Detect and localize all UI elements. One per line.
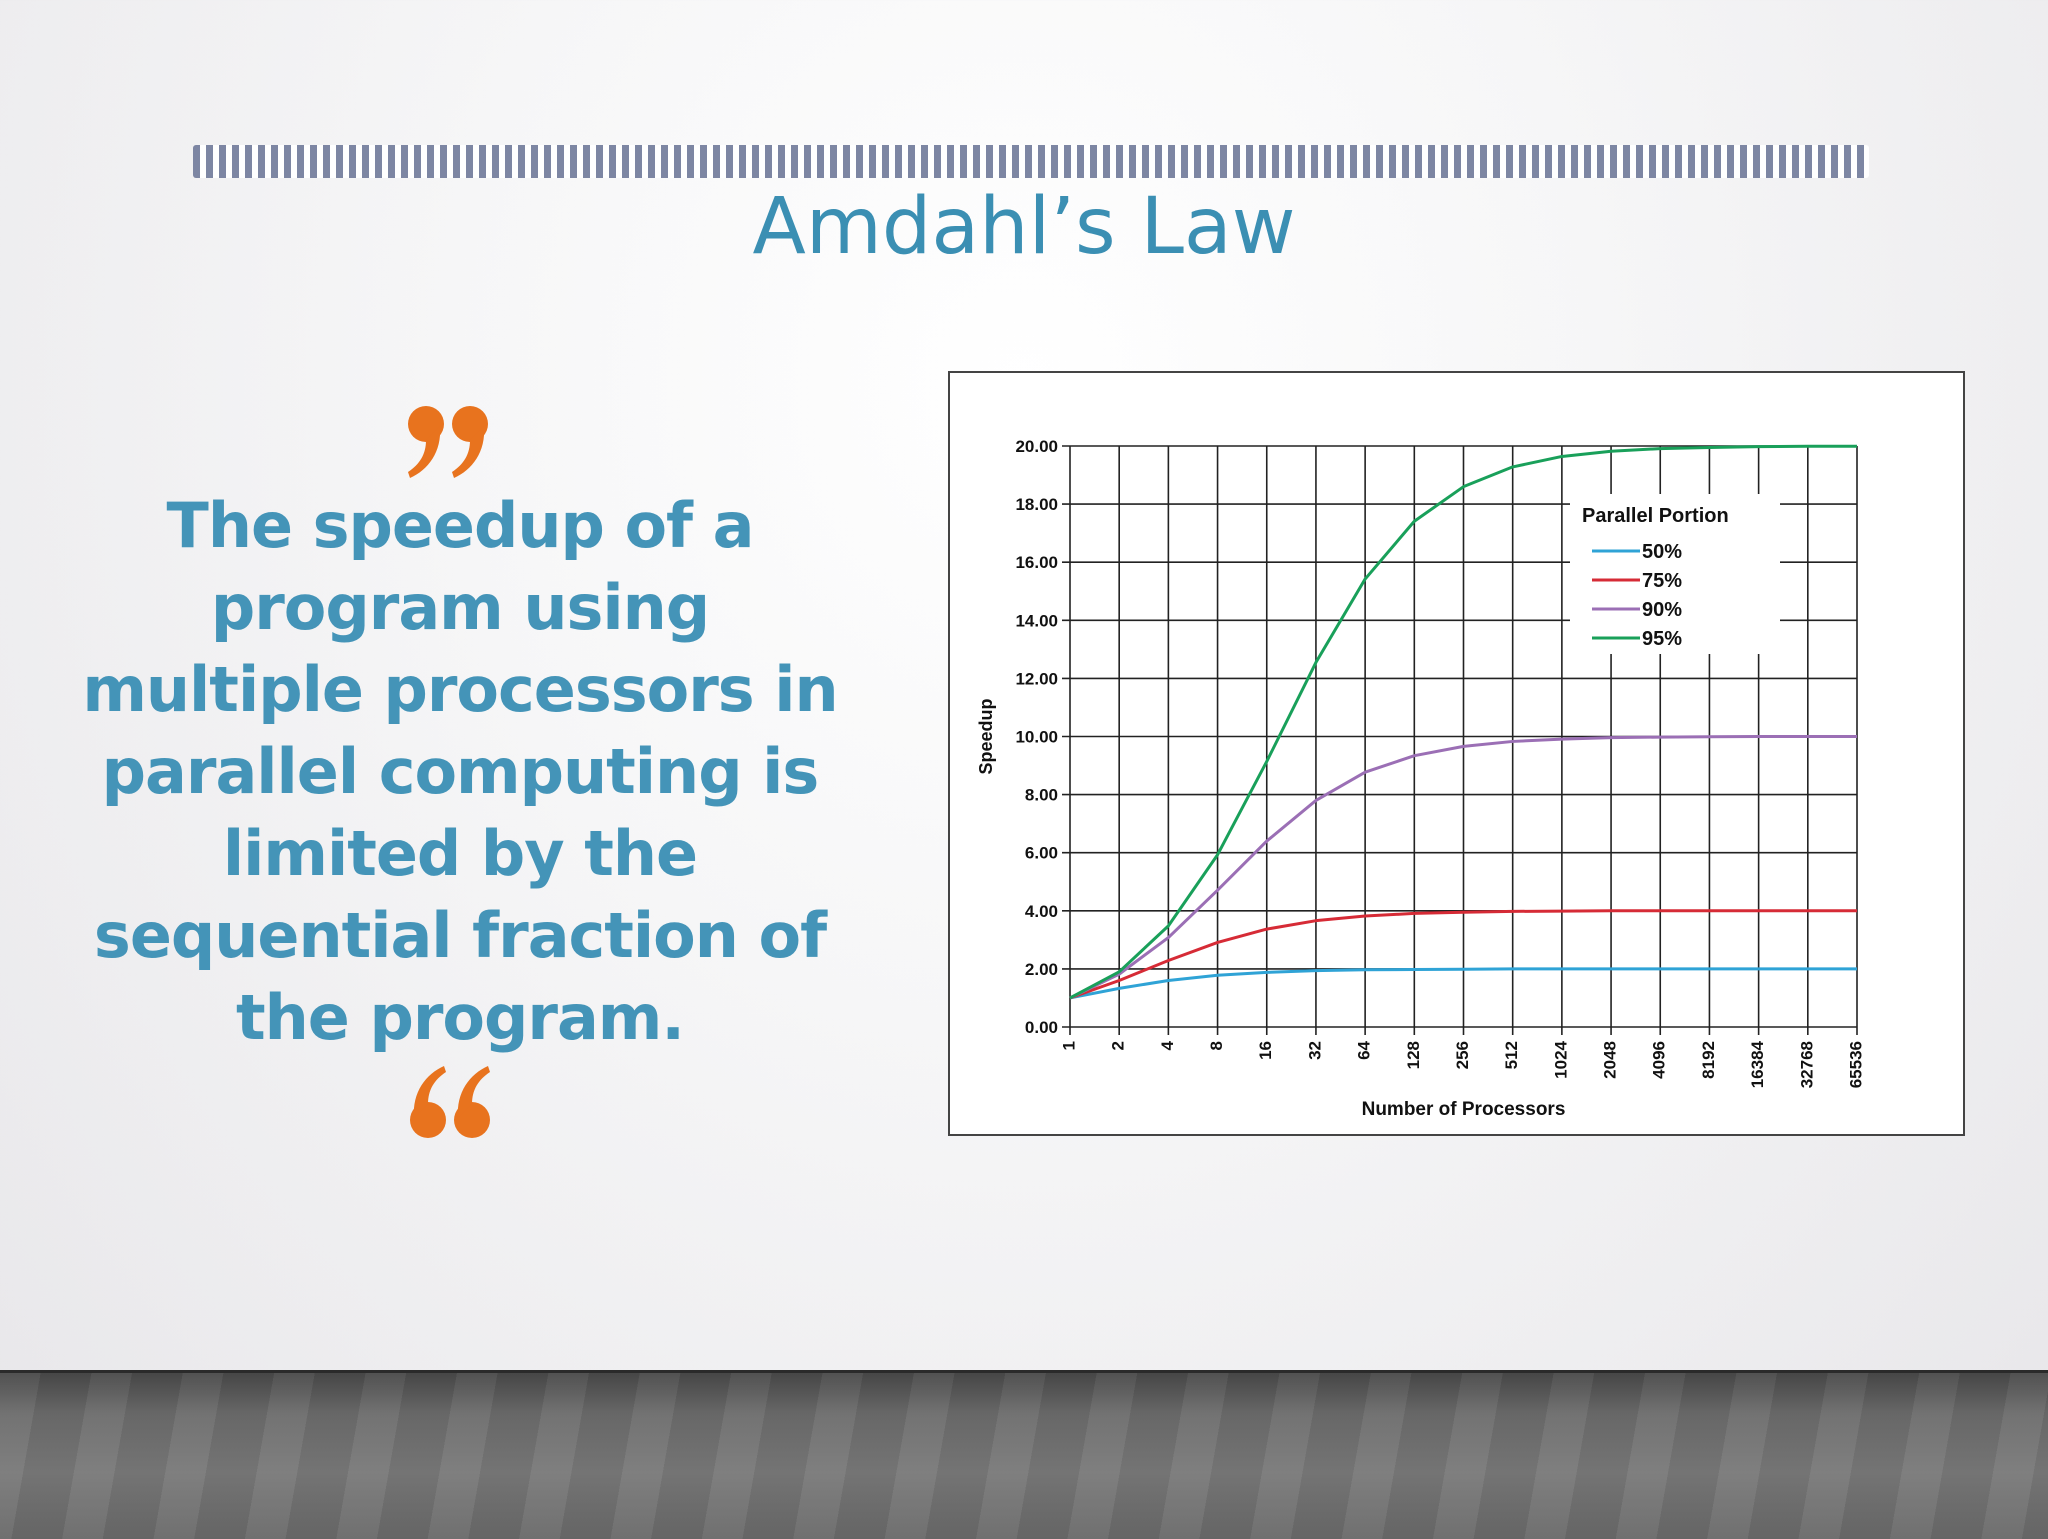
y-tick-label: 8.00 bbox=[1025, 786, 1058, 805]
y-tick-label: 20.00 bbox=[1015, 437, 1058, 456]
x-tick-label: 8 bbox=[1207, 1041, 1226, 1050]
legend-label: 90% bbox=[1642, 599, 1682, 621]
x-tick-label: 65536 bbox=[1846, 1041, 1865, 1088]
y-tick-label: 4.00 bbox=[1025, 902, 1058, 921]
legend-label: 75% bbox=[1642, 570, 1682, 592]
x-tick-label: 128 bbox=[1404, 1041, 1423, 1069]
legend-title: Parallel Portion bbox=[1582, 505, 1729, 527]
y-tick-label: 2.00 bbox=[1025, 960, 1058, 979]
x-tick-label: 32768 bbox=[1797, 1041, 1816, 1088]
series-line-90pct bbox=[1069, 735, 1857, 1000]
x-tick-label: 4 bbox=[1158, 1040, 1177, 1050]
slide-title: Amdahl’s Law bbox=[752, 182, 1296, 272]
series-line-50pct bbox=[1069, 967, 1857, 1000]
x-tick-label: 1024 bbox=[1551, 1040, 1570, 1078]
x-tick-label: 4096 bbox=[1650, 1041, 1669, 1079]
x-tick-label: 1 bbox=[1059, 1041, 1078, 1050]
legend-label: 50% bbox=[1642, 541, 1682, 563]
legend-box bbox=[1570, 494, 1780, 654]
opening-quote-icon bbox=[410, 1066, 490, 1138]
x-tick-label: 32 bbox=[1305, 1041, 1324, 1060]
floor-background bbox=[0, 1370, 2048, 1539]
x-tick-label: 64 bbox=[1355, 1040, 1374, 1059]
x-tick-label: 16384 bbox=[1748, 1040, 1767, 1088]
y-tick-label: 12.00 bbox=[1015, 669, 1058, 688]
y-tick-label: 16.00 bbox=[1015, 553, 1058, 572]
speedup-line-chart: 0.00 2.00 4.00 6.00 8.00 10.00 12.00 14.00 16.00… bbox=[976, 437, 1865, 1120]
x-tick-label: 16 bbox=[1256, 1041, 1275, 1060]
x-tick-label: 256 bbox=[1453, 1041, 1472, 1069]
x-axis-label: Number of Processors bbox=[1362, 1099, 1566, 1120]
y-axis-label: Speedup bbox=[976, 698, 996, 774]
closing-quote-icon bbox=[408, 406, 488, 478]
y-tick-label: 18.00 bbox=[1015, 495, 1058, 514]
y-tick-label: 0.00 bbox=[1025, 1018, 1058, 1037]
y-tick-label: 10.00 bbox=[1015, 728, 1058, 747]
x-tick-label: 8192 bbox=[1699, 1041, 1718, 1079]
title-stripe-decoration bbox=[193, 145, 1869, 178]
y-tick-label: 6.00 bbox=[1025, 844, 1058, 863]
y-tick-label: 14.00 bbox=[1015, 611, 1058, 630]
legend-label: 95% bbox=[1642, 628, 1682, 650]
x-tick-label: 2 bbox=[1109, 1041, 1128, 1050]
x-tick-label: 512 bbox=[1502, 1041, 1521, 1069]
series-line-95pct bbox=[1069, 444, 1857, 1000]
series-line-75pct bbox=[1069, 909, 1857, 1000]
x-tick-label: 2048 bbox=[1601, 1041, 1620, 1079]
chart-frame: 0.00 2.00 4.00 6.00 8.00 10.00 12.00 14.00 16.00… bbox=[948, 371, 1965, 1136]
quote-text: The speedup of a program using multiple … bbox=[82, 489, 838, 1054]
